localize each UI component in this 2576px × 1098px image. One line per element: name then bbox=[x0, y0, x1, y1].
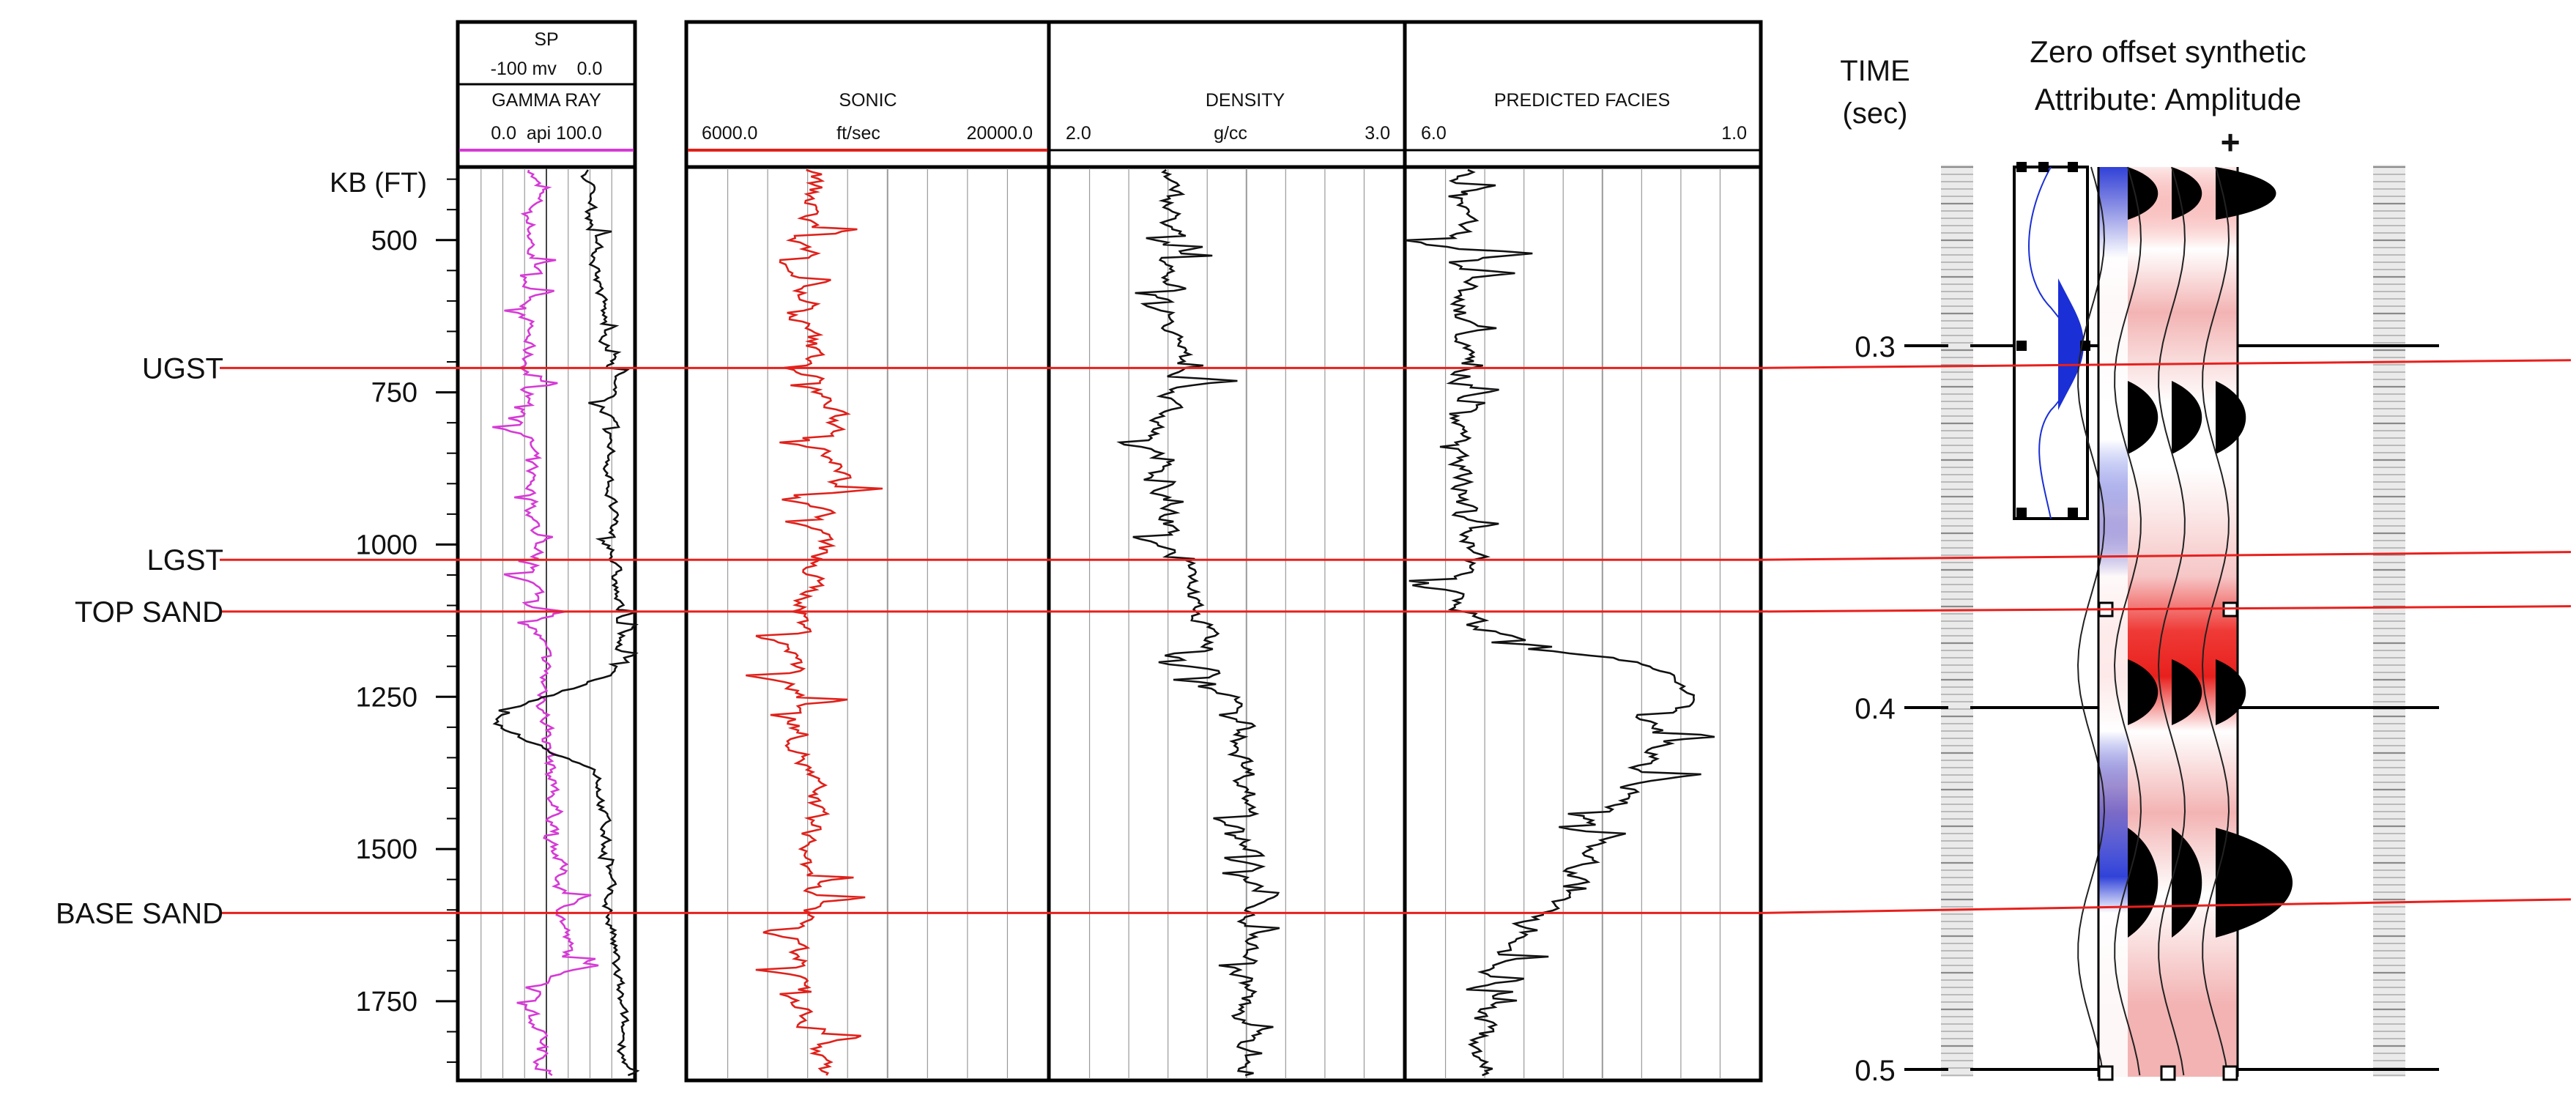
density-title: DENSITY bbox=[1206, 90, 1285, 111]
facies-title: PREDICTED FACIES bbox=[1494, 90, 1670, 111]
polarity-sign: + bbox=[2221, 123, 2241, 161]
horizon-label: BASE SAND bbox=[56, 897, 223, 930]
depth-tick-label: 500 bbox=[371, 226, 417, 256]
gr-scale: 0.0 api 100.0 bbox=[491, 123, 602, 144]
wavelet-marker bbox=[2068, 508, 2078, 518]
depth-axis-label: KB (FT) bbox=[330, 168, 427, 199]
log-tracks-frame bbox=[684, 20, 1763, 1083]
time-axis-header: TIME (sec) bbox=[1840, 55, 1910, 130]
time-tick-label: 0.4 bbox=[1855, 693, 1896, 725]
depth-tick-label: 1750 bbox=[355, 987, 417, 1017]
facies-curve bbox=[1404, 168, 1715, 1077]
synthetic-title: Zero offset synthetic bbox=[2030, 34, 2306, 69]
trace-marker bbox=[2222, 1065, 2238, 1081]
sp-gr-header: SP -100 mv 0.0 GAMMA RAY 0.0 api 100.0 bbox=[491, 29, 603, 144]
depth-tick-label: 1250 bbox=[355, 682, 417, 713]
positive-amplitude-lobe bbox=[2172, 659, 2202, 725]
positive-amplitude-lobe bbox=[2172, 167, 2202, 220]
depth-tick-label: 1000 bbox=[355, 530, 417, 560]
track-frames bbox=[456, 20, 1763, 1083]
horizon-tie-line bbox=[1760, 551, 2572, 561]
sp-title: SP bbox=[534, 29, 558, 50]
trace-marker bbox=[2098, 1065, 2114, 1081]
positive-amplitude-lobe bbox=[2216, 381, 2246, 454]
positive-amplitude-lobe bbox=[2128, 659, 2159, 725]
synthetic-attribute: Attribute: Amplitude bbox=[2035, 82, 2301, 116]
horizon-tie-line bbox=[1760, 605, 2572, 613]
positive-amplitude-lobe bbox=[2216, 659, 2246, 725]
wavelet-marker bbox=[2068, 162, 2078, 172]
horizon-tie-line bbox=[1760, 359, 2572, 369]
facies-max: 1.0 bbox=[1721, 123, 1747, 144]
sonic-max: 20000.0 bbox=[967, 123, 1033, 144]
horizon-tie-line bbox=[1760, 898, 2572, 914]
depth-tick-label: 1500 bbox=[355, 834, 417, 865]
density-curve bbox=[1116, 168, 1280, 1077]
track-dividers bbox=[458, 22, 1761, 1080]
facies-header: PREDICTED FACIES 6.0 1.0 bbox=[1421, 90, 1747, 144]
wavelet-marker bbox=[2016, 162, 2027, 172]
wiggle-trace bbox=[2076, 166, 2106, 1076]
time-tick-label: 0.3 bbox=[1855, 331, 1896, 363]
amplitude-negative-fill bbox=[2098, 167, 2128, 1077]
gr-title: GAMMA RAY bbox=[491, 90, 601, 111]
wiggle-trace bbox=[2157, 166, 2186, 1076]
wavelet-lobe bbox=[2058, 278, 2084, 410]
positive-amplitude-lobe bbox=[2216, 167, 2276, 220]
positive-amplitude-lobe bbox=[2128, 381, 2159, 454]
sonic-title: SONIC bbox=[839, 90, 897, 111]
time-rulers bbox=[1941, 165, 2405, 1077]
time-axis-unit: (sec) bbox=[1843, 97, 1908, 130]
sonic-min: 6000.0 bbox=[702, 123, 757, 144]
trace-marker bbox=[2160, 1065, 2176, 1081]
positive-amplitude-lobe bbox=[2172, 381, 2202, 454]
horizon-label: TOP SAND bbox=[75, 596, 223, 628]
log-curves bbox=[492, 168, 1715, 1077]
density-header: DENSITY 2.0 g/cc 3.0 bbox=[1066, 90, 1390, 144]
wavelet-marker bbox=[2038, 162, 2049, 172]
sp-gr-track-frame bbox=[456, 20, 637, 1083]
synthetic-panel bbox=[2013, 162, 2293, 1081]
horizons: UGST LGST TOP SAND BASE SAND bbox=[56, 352, 2572, 930]
facies-min: 6.0 bbox=[1421, 123, 1447, 144]
sonic-header: SONIC 6000.0 ft/sec 20000.0 bbox=[702, 90, 1033, 144]
density-max: 3.0 bbox=[1365, 123, 1390, 144]
wiggle-trace bbox=[2113, 166, 2142, 1076]
wiggle-trace bbox=[2201, 166, 2230, 1076]
horizon-label: UGST bbox=[142, 352, 223, 385]
positive-amplitude-lobe bbox=[2128, 167, 2159, 220]
positive-amplitude-lobe bbox=[2216, 828, 2293, 938]
sp-curve bbox=[492, 169, 640, 1077]
sonic-curve bbox=[746, 168, 883, 1076]
gamma-ray-curve bbox=[492, 169, 599, 1077]
synthetic-header: Zero offset synthetic Attribute: Amplitu… bbox=[2030, 34, 2306, 161]
time-axis-title: TIME bbox=[1840, 55, 1910, 87]
track-gridlines bbox=[480, 168, 1721, 1079]
depth-axis-ticks: 500 750 1000 1250 1500 1750 bbox=[355, 178, 458, 1064]
wavelet-marker bbox=[2016, 341, 2027, 351]
depth-tick-label: 750 bbox=[371, 378, 417, 409]
density-min: 2.0 bbox=[1066, 123, 1091, 144]
density-unit: g/cc bbox=[1214, 123, 1247, 144]
time-tick-label: 0.5 bbox=[1855, 1055, 1896, 1087]
wavelet-marker bbox=[2016, 508, 2027, 518]
sp-scale: -100 mv 0.0 bbox=[491, 59, 603, 79]
sonic-unit: ft/sec bbox=[836, 123, 880, 144]
horizon-label: LGST bbox=[147, 544, 223, 576]
